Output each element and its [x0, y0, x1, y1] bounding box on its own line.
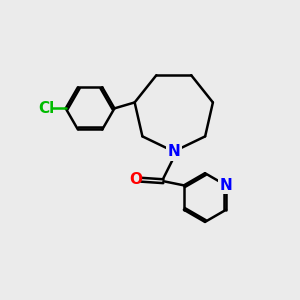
Text: N: N: [220, 178, 232, 193]
Text: Cl: Cl: [38, 101, 55, 116]
Text: O: O: [129, 172, 142, 187]
Text: N: N: [167, 144, 180, 159]
